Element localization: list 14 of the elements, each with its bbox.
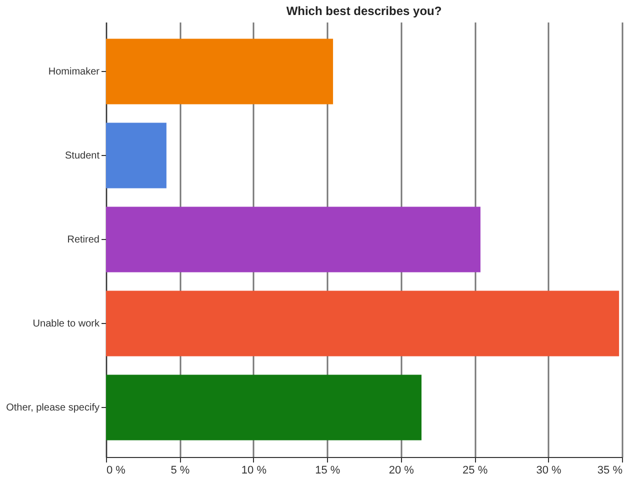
y-tick-label: Other, please specify <box>6 402 100 414</box>
x-tick-label: 5 % <box>170 464 190 476</box>
y-tick-label: Unable to work <box>32 318 100 330</box>
x-tick-label: 35 % <box>597 464 623 476</box>
x-tick-label: 15 % <box>315 464 340 476</box>
x-tick-label: 30 % <box>536 464 562 476</box>
y-tick-label: Homimaker <box>48 66 100 78</box>
y-tick-label: Student <box>65 150 100 162</box>
x-tick-label: 25 % <box>462 464 488 476</box>
chart-title: Which best describes you? <box>286 4 442 18</box>
x-tick-label: 20 % <box>388 464 414 476</box>
x-tick-label: 0 % <box>106 464 126 476</box>
x-tick-label: 10 % <box>241 464 267 476</box>
y-tick-label: Retired <box>67 234 100 246</box>
